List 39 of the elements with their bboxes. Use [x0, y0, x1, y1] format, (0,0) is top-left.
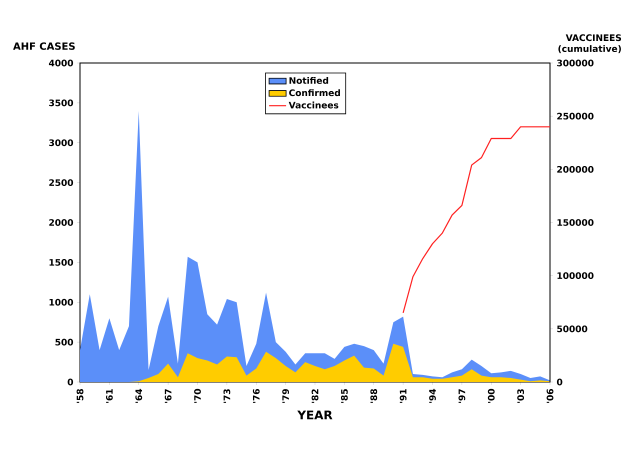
x-tick-label: '00 — [488, 388, 495, 403]
x-axis-title: YEAR — [297, 410, 332, 420]
y2-axis-title: VACCINEES (cumulative) — [558, 34, 622, 54]
y-tick-label: 500 — [55, 338, 74, 346]
x-tick-label: '91 — [400, 389, 407, 403]
y2-tick-label: 150000 — [558, 219, 594, 226]
x-tick-label: '70 — [194, 388, 201, 403]
legend-label: Vaccinees — [288, 102, 338, 108]
legend-label: Notified — [290, 76, 328, 84]
x-tick-label: '73 — [223, 389, 230, 403]
x-tick-label: '94 — [429, 388, 436, 403]
y2-tick-label: 50000 — [557, 325, 588, 332]
y2-tick-label: 200000 — [557, 166, 594, 173]
y-tick-label: 1500 — [50, 258, 74, 266]
y2-tick-label: 300000 — [557, 60, 594, 66]
x-tick-label: '64 — [135, 388, 142, 403]
x-tick-label: '97 — [458, 389, 466, 403]
y2-tick-label: 250000 — [557, 112, 594, 120]
x-tick-label: '82 — [312, 389, 318, 403]
x-tick-label: '03 — [517, 389, 524, 403]
y-axis-title: AHF CASES — [13, 42, 75, 50]
y-tick-label: 3000 — [49, 139, 74, 146]
y-tick-label: 4000 — [48, 60, 74, 66]
x-tick-label: '06 — [546, 388, 554, 403]
x-tick-label: '58 — [76, 389, 84, 403]
y2-tick-label: 0 — [556, 378, 562, 386]
x-tick-label: '76 — [252, 388, 260, 403]
x-tick-label: '79 — [282, 389, 290, 403]
x-tick-label: '88 — [370, 389, 378, 403]
y-tick-label: 3500 — [49, 99, 74, 106]
x-tick-label: '61 — [106, 389, 113, 403]
x-tick-label: '85 — [340, 389, 348, 403]
y-tick-label: 2500 — [49, 179, 74, 186]
y2-tick-label: 100000 — [558, 272, 594, 280]
y-tick-label: 2000 — [49, 219, 74, 226]
y-tick-label: 1000 — [50, 298, 74, 306]
legend-label: Confirmed — [289, 89, 340, 96]
y-tick-label: 0 — [68, 378, 74, 386]
x-tick-label: '67 — [164, 389, 172, 403]
